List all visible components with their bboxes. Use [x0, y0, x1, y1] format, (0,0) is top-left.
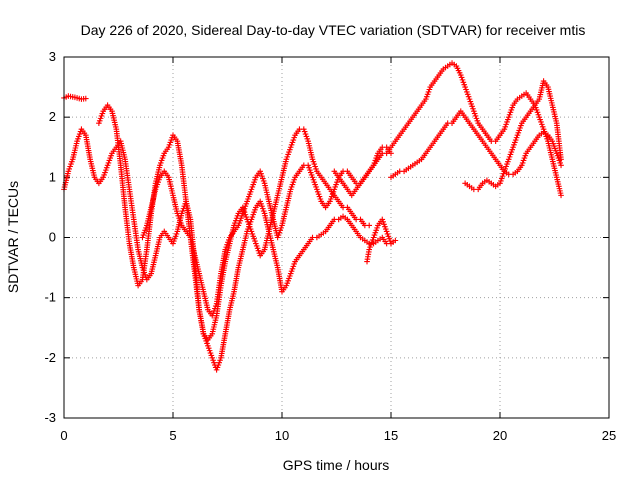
data-point [558, 162, 564, 169]
x-tick-label: 10 [275, 428, 289, 443]
x-tick-label: 15 [384, 428, 398, 443]
series-6 [462, 78, 564, 193]
y-tick-label: 1 [49, 169, 56, 184]
data-point [558, 192, 564, 199]
plot-frame [63, 56, 610, 419]
series-0 [61, 93, 89, 102]
chart-title: Day 226 of 2020, Sidereal Day-to-day VTE… [81, 22, 586, 38]
x-tick-label: 25 [602, 428, 616, 443]
data-point [392, 237, 399, 244]
data-point [83, 95, 89, 102]
x-axis-label: GPS time / hours [283, 457, 390, 473]
x-tick-label: 20 [493, 428, 507, 443]
data-point [366, 222, 372, 229]
y-tick-label: -3 [44, 410, 56, 425]
x-tick-label: 0 [60, 428, 67, 443]
grid [64, 57, 609, 418]
y-tick-label: -1 [44, 290, 56, 305]
series-3 [139, 144, 394, 319]
y-axis-label: SDTVAR / TECUs [5, 181, 21, 293]
y-tick-label: 2 [49, 109, 56, 124]
series-1 [61, 126, 372, 343]
series-7 [364, 216, 399, 265]
y-tick-label: -2 [44, 350, 56, 365]
y-tick-label: 0 [49, 230, 56, 245]
data-point [558, 156, 564, 163]
y-tick-label: 3 [49, 49, 56, 64]
data-marks [61, 60, 564, 373]
x-tick-label: 5 [169, 428, 176, 443]
